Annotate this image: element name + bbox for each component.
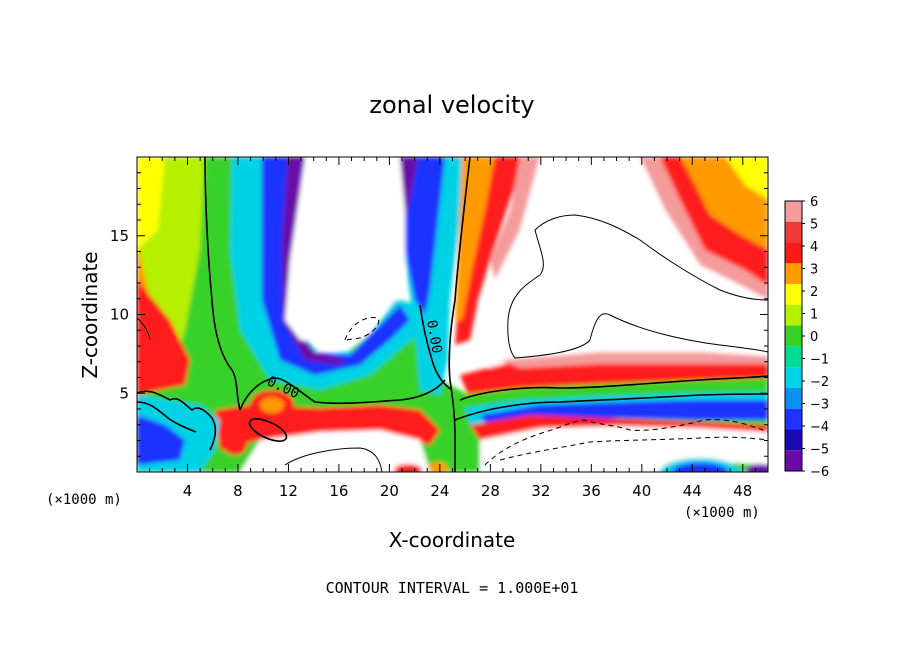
y-tick-label: 5 bbox=[119, 384, 129, 402]
colorbar-label: −5 bbox=[810, 443, 829, 458]
contour-dashed-lower bbox=[484, 419, 768, 466]
colorbar-label: −2 bbox=[810, 375, 829, 390]
colorbar-label: 2 bbox=[810, 285, 818, 300]
field-hotspot-blob-red bbox=[223, 435, 247, 455]
colorbar-label: 5 bbox=[810, 218, 818, 233]
contour-left-small bbox=[137, 317, 151, 341]
x-tick-label: 36 bbox=[582, 482, 601, 500]
contour-label-text: 0.00 bbox=[423, 319, 445, 355]
zero-contour-left-edge bbox=[137, 390, 217, 451]
x-tick-label: 16 bbox=[329, 482, 348, 500]
y-axis-label: Z-coordinate bbox=[78, 251, 102, 378]
colorbar-swatch bbox=[785, 408, 802, 430]
colorbar-swatch bbox=[785, 429, 802, 451]
zero-contour-lower2 bbox=[454, 393, 768, 421]
field-left-yellow bbox=[137, 157, 165, 250]
colorbar: 6 5 4 3 2 1 0 −1 −2 −3 −4 −5 −6 bbox=[784, 195, 829, 480]
field-hotspot-orange bbox=[260, 397, 284, 413]
contour-lower-left-thin bbox=[284, 447, 383, 472]
colorbar-label: −3 bbox=[810, 398, 829, 413]
y-axis: 5 10 15 bbox=[110, 172, 768, 457]
y-tick-label: 10 bbox=[110, 306, 129, 324]
colorbar-label: 3 bbox=[810, 263, 818, 278]
contour-right-upper bbox=[534, 214, 768, 301]
x-tick-label: 44 bbox=[683, 482, 702, 500]
x-axis: 4 8 12 16 20 24 28 32 36 40 44 48 bbox=[149, 157, 756, 500]
colorbar-label: 1 bbox=[810, 308, 818, 323]
contour-dashed-lower2 bbox=[499, 436, 768, 461]
field-bottom-red-dot bbox=[394, 464, 422, 472]
field-blue-band bbox=[262, 157, 410, 375]
field-white-right bbox=[485, 157, 768, 380]
zero-contour-center-left bbox=[419, 304, 453, 391]
colorbar-swatch bbox=[785, 387, 802, 409]
colorbar-label: −4 bbox=[810, 420, 829, 435]
colorbar-label: 4 bbox=[810, 240, 818, 255]
colorbar-label: −1 bbox=[810, 353, 829, 368]
contour-dashed-small bbox=[344, 316, 380, 341]
field-right-yellow bbox=[725, 157, 768, 200]
colorbar-label: −6 bbox=[810, 465, 829, 480]
field-white-top bbox=[285, 157, 405, 345]
x-tick-label: 12 bbox=[279, 482, 298, 500]
field-lowleft-white bbox=[240, 430, 430, 472]
field-bottom-red-dot2 bbox=[428, 462, 448, 472]
field-left-red bbox=[137, 280, 190, 395]
field-bottom-blob-purple bbox=[746, 464, 768, 472]
x-tick-label: 40 bbox=[632, 482, 651, 500]
x-unit-label-right: (×1000 m) bbox=[684, 505, 760, 521]
colorbar-swatch bbox=[785, 221, 802, 243]
x-tick-label: 20 bbox=[380, 482, 399, 500]
x-tick-label: 28 bbox=[481, 482, 500, 500]
colorbar-swatch bbox=[785, 450, 802, 471]
zero-contour-lower bbox=[459, 375, 768, 401]
colorbar-swatch bbox=[785, 201, 802, 222]
colorbar-label: 6 bbox=[810, 195, 818, 210]
colorbar-swatch bbox=[785, 242, 802, 264]
contour-right-inner bbox=[507, 229, 768, 359]
zero-contour-center bbox=[448, 157, 471, 472]
field-lower-pink bbox=[500, 352, 768, 368]
x-tick-label: 4 bbox=[183, 482, 193, 500]
colorbar-swatch bbox=[785, 346, 802, 368]
y-tick-label: 15 bbox=[110, 227, 129, 245]
x-tick-label: 24 bbox=[430, 482, 449, 500]
x-axis-label: X-coordinate bbox=[389, 528, 516, 552]
zero-contour-left-edge2 bbox=[137, 401, 197, 433]
contour-ellipse bbox=[248, 418, 288, 442]
zero-contour-left bbox=[204, 157, 241, 411]
colorbar-swatch bbox=[785, 367, 802, 388]
contour-label: 0.00 bbox=[423, 319, 445, 355]
x-unit-label-left: (×1000 m) bbox=[46, 492, 122, 508]
chart-title: zonal velocity bbox=[369, 91, 534, 119]
field-lowleft-blue bbox=[137, 415, 185, 465]
plot-area: 0.000.00 bbox=[137, 157, 768, 472]
x-tick-label: 8 bbox=[233, 482, 243, 500]
colorbar-swatch bbox=[785, 284, 802, 305]
colorbar-swatch bbox=[785, 325, 802, 347]
colorbar-swatch bbox=[785, 304, 802, 326]
colorbar-swatch bbox=[785, 263, 802, 285]
colorbar-label: 0 bbox=[810, 330, 818, 345]
field-bottom-blob-blue bbox=[672, 463, 728, 472]
contours bbox=[137, 157, 768, 472]
contour-interval-footer: CONTOUR INTERVAL = 1.000E+01 bbox=[326, 579, 579, 597]
x-tick-label: 32 bbox=[531, 482, 550, 500]
x-tick-label: 48 bbox=[733, 482, 752, 500]
zero-contour-hotspot bbox=[239, 377, 446, 411]
field-lower-blue bbox=[480, 400, 768, 428]
